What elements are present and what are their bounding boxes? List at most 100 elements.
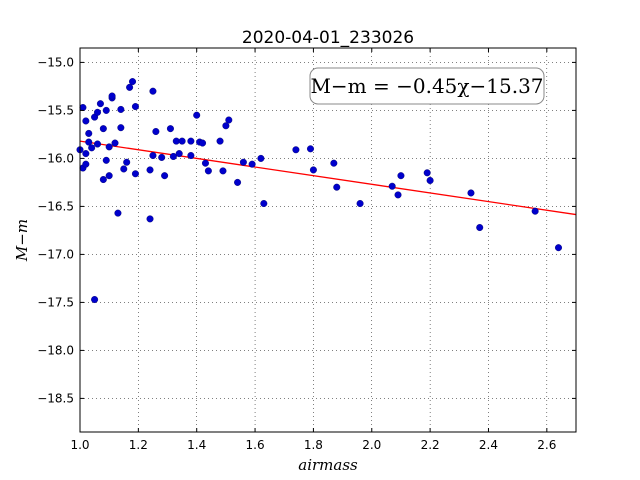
data-point bbox=[166, 125, 174, 133]
x-tick-label: 1.4 bbox=[187, 438, 206, 452]
x-tick-label: 2.6 bbox=[537, 438, 556, 452]
x-tick-label: 1.6 bbox=[246, 438, 265, 452]
data-point bbox=[216, 137, 224, 145]
annotation-box bbox=[309, 67, 545, 105]
chart-title: 2020-04-01_233026 bbox=[242, 28, 414, 48]
data-point bbox=[120, 165, 128, 173]
data-point bbox=[219, 167, 227, 175]
data-point bbox=[394, 191, 402, 199]
data-point bbox=[94, 140, 102, 148]
data-point bbox=[96, 100, 104, 108]
data-point bbox=[199, 139, 207, 147]
data-point bbox=[234, 178, 242, 186]
data-point bbox=[129, 78, 137, 86]
plot-area bbox=[80, 48, 576, 432]
data-point bbox=[102, 156, 110, 164]
data-point bbox=[204, 167, 212, 175]
x-tick-label: 2.0 bbox=[362, 438, 381, 452]
data-point bbox=[201, 159, 209, 167]
tick-layer: 1.0 1.2 1.4 1.6 1.8 2.0 2.2 2.4 2.6 −15.0 −15.5 −16… bbox=[37, 48, 576, 452]
data-point bbox=[169, 152, 177, 160]
y-tick-label: −18.5 bbox=[37, 391, 74, 405]
data-point bbox=[397, 172, 405, 180]
y-axis-label: M−m bbox=[13, 219, 31, 262]
data-point bbox=[225, 116, 233, 124]
data-point bbox=[79, 104, 87, 112]
y-tick-label: −15.5 bbox=[37, 103, 74, 117]
y-tick-label: −16.0 bbox=[37, 151, 74, 165]
data-point bbox=[91, 296, 99, 304]
x-tick-label: 1.0 bbox=[70, 438, 89, 452]
data-point bbox=[117, 124, 125, 132]
y-tick-label: −15.0 bbox=[37, 55, 74, 69]
data-point bbox=[149, 87, 157, 95]
data-point bbox=[146, 215, 154, 223]
data-point bbox=[260, 200, 268, 208]
data-point bbox=[257, 154, 265, 162]
data-point bbox=[292, 146, 300, 154]
data-point bbox=[248, 160, 256, 168]
data-point bbox=[102, 106, 110, 114]
data-point bbox=[161, 172, 169, 180]
x-axis-label: airmass bbox=[298, 456, 358, 474]
data-point bbox=[126, 83, 134, 91]
y-tick-label: −16.5 bbox=[37, 199, 74, 213]
data-point bbox=[423, 169, 431, 177]
data-point bbox=[175, 150, 183, 158]
x-tick-label: 1.8 bbox=[304, 438, 323, 452]
data-point bbox=[105, 172, 113, 180]
data-point bbox=[108, 92, 116, 100]
plot-frame bbox=[79, 47, 577, 433]
data-point bbox=[111, 139, 119, 147]
data-point bbox=[467, 189, 475, 197]
data-point bbox=[85, 138, 93, 146]
data-point bbox=[123, 158, 131, 166]
data-point bbox=[187, 152, 195, 160]
data-point bbox=[117, 105, 125, 113]
data-point bbox=[114, 209, 122, 217]
y-tick-label: −18.0 bbox=[37, 343, 74, 357]
data-point bbox=[105, 143, 113, 151]
data-point bbox=[99, 176, 107, 184]
x-tick-label: 2.4 bbox=[479, 438, 498, 452]
data-point bbox=[99, 125, 107, 133]
data-point bbox=[306, 145, 314, 153]
point-layer bbox=[76, 78, 562, 304]
data-point bbox=[193, 111, 201, 119]
data-point bbox=[178, 137, 186, 145]
data-point bbox=[82, 160, 90, 168]
data-point bbox=[330, 159, 338, 167]
data-point bbox=[476, 224, 484, 232]
data-point bbox=[172, 137, 180, 145]
data-point bbox=[333, 183, 341, 191]
annotation-text: M−m = −0.45χ−15.37 bbox=[310, 74, 543, 98]
data-point bbox=[388, 182, 396, 190]
data-point bbox=[531, 207, 539, 215]
data-point bbox=[158, 153, 166, 161]
data-point bbox=[131, 103, 139, 111]
data-point bbox=[356, 200, 364, 208]
data-point bbox=[149, 152, 157, 160]
y-tick-label: −17.0 bbox=[37, 247, 74, 261]
data-point bbox=[152, 128, 160, 136]
data-point bbox=[85, 129, 93, 137]
data-point bbox=[222, 122, 230, 130]
data-point bbox=[82, 117, 90, 125]
fit-annotation: M−m = −0.45χ−15.37 bbox=[309, 67, 545, 105]
data-point bbox=[239, 158, 247, 166]
data-point bbox=[554, 244, 562, 252]
y-tick-label: −17.5 bbox=[37, 295, 74, 309]
x-tick-label: 2.2 bbox=[421, 438, 440, 452]
data-point bbox=[146, 166, 154, 174]
x-tick-label: 1.2 bbox=[129, 438, 148, 452]
data-point bbox=[88, 144, 96, 152]
fit-layer bbox=[79, 140, 577, 216]
data-point bbox=[82, 150, 90, 158]
data-point bbox=[309, 166, 317, 174]
data-point bbox=[94, 108, 102, 116]
fit-line bbox=[79, 140, 577, 216]
data-point bbox=[426, 176, 434, 184]
data-point bbox=[187, 137, 195, 145]
data-point bbox=[131, 170, 139, 178]
